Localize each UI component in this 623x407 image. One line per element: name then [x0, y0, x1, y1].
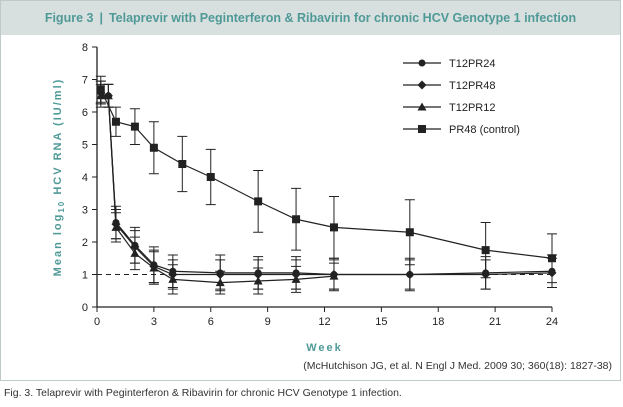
data-point	[253, 276, 263, 285]
y-axis-title-part: HCV RNA (IU/ml)	[52, 78, 64, 200]
legend-marker	[418, 125, 426, 133]
y-tick-label: 8	[82, 42, 88, 54]
data-point	[149, 263, 159, 272]
data-point	[481, 246, 490, 255]
x-tick-label: 24	[546, 316, 558, 328]
data-point	[329, 271, 339, 280]
data-point	[405, 228, 414, 237]
legend-label: T12PR48	[449, 80, 495, 92]
data-point	[292, 215, 301, 224]
data-point	[103, 91, 113, 100]
figure-panel: Figure 3 | Telaprevir with Peginterferon…	[0, 0, 621, 381]
series-t12pr12	[95, 83, 339, 295]
y-tick-label: 4	[82, 172, 88, 184]
y-axis-title-part: Mean log	[52, 213, 64, 277]
data-point	[206, 173, 215, 181]
series-line	[100, 95, 335, 284]
figure-title-bar: Figure 3 | Telaprevir with Peginterferon…	[1, 1, 620, 35]
x-tick-label: 21	[489, 316, 501, 328]
figure-caption: Fig. 3. Telaprevir with Peginterferon & …	[4, 387, 402, 399]
data-point	[548, 254, 556, 263]
data-point	[130, 248, 140, 257]
legend-label: T12PR24	[449, 58, 495, 70]
legend-marker	[417, 102, 427, 111]
data-point	[405, 270, 415, 279]
x-tick-label: 18	[432, 316, 444, 328]
data-point	[178, 160, 187, 168]
x-tick-label: 15	[375, 316, 387, 328]
x-axis-title: Week	[306, 342, 343, 354]
x-tick-label: 9	[265, 316, 271, 328]
series-pr48-control	[95, 75, 557, 284]
y-tick-label: 6	[82, 107, 88, 119]
y-tick-label: 7	[82, 75, 88, 87]
x-tick-label: 3	[151, 316, 157, 328]
y-tick-label: 0	[82, 302, 88, 314]
legend-label: PR48 (control)	[449, 124, 520, 136]
legend-marker	[418, 59, 426, 67]
y-tick-label: 1	[82, 270, 88, 282]
data-point	[168, 274, 178, 283]
y-axis-title: Mean log10 HCV RNA (IU/ml)	[52, 78, 66, 277]
figure-title: Telaprevir with Peginterferon & Ribaviri…	[108, 11, 577, 25]
data-point	[254, 197, 263, 206]
data-point	[329, 223, 338, 232]
figure-label: Figure 3	[44, 11, 94, 25]
data-point	[111, 117, 120, 126]
data-point	[215, 278, 225, 287]
x-tick-label: 0	[94, 316, 100, 328]
y-tick-label: 3	[82, 205, 88, 217]
legend-label: T12PR12	[449, 102, 495, 114]
y-axis-title-subscript: 10	[57, 200, 66, 213]
data-point	[96, 85, 105, 94]
citation-text: (McHutchison JG, et al. N Engl J Med. 20…	[303, 360, 612, 372]
title-separator: |	[99, 11, 103, 25]
series-line	[100, 88, 553, 259]
x-tick-label: 12	[318, 316, 330, 328]
legend-marker	[417, 80, 427, 90]
y-tick-label: 2	[82, 237, 88, 249]
data-point	[291, 274, 301, 283]
y-tick-label: 5	[82, 140, 88, 152]
data-point	[149, 143, 158, 152]
x-tick-label: 6	[208, 316, 214, 328]
data-point	[111, 222, 121, 231]
data-point	[130, 122, 139, 131]
